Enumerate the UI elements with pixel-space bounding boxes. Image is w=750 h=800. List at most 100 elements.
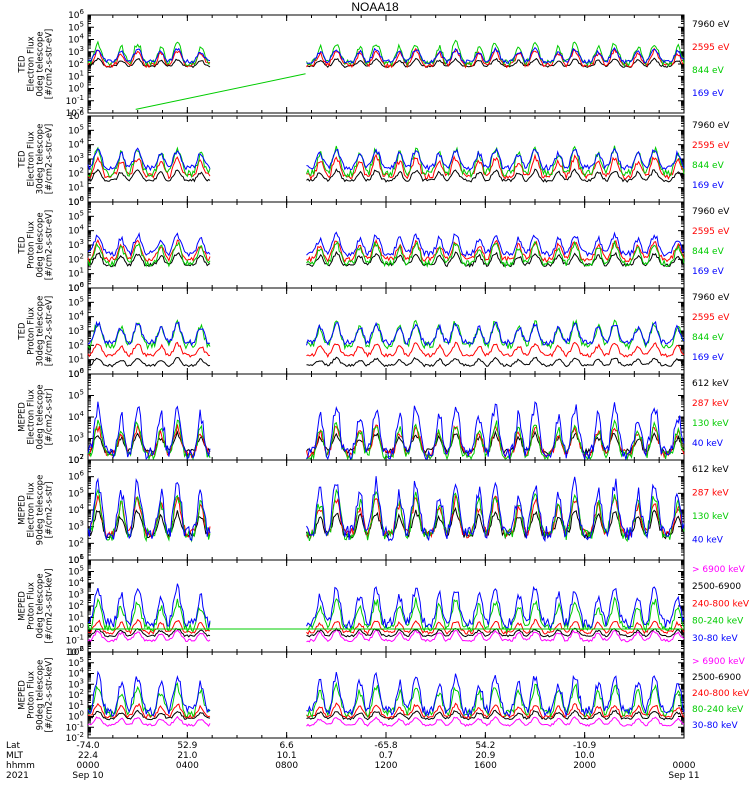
series-line [87,494,685,539]
legend-entry: 240-800 keV [692,689,750,699]
series-line [87,240,685,269]
panel-frame [87,373,685,461]
gap-interpolation-line [135,73,306,110]
y-axis-label: Electron Flux [27,131,37,186]
time-tick-label: 0000 [77,761,100,771]
series-line [87,341,685,358]
y-axis-label: MEPED [18,680,28,710]
y-tick-label: 106 [68,195,84,208]
series-line [87,583,685,630]
y-tick-label: 104 [68,33,84,46]
y-tick-label: 102 [68,338,84,351]
y-axis-label: MEPED [18,402,28,432]
y-tick-label: 104 [68,503,84,516]
series-line [87,356,685,368]
series-line [87,238,685,264]
y-tick-label: 103 [68,520,84,533]
legend-entry: 169 eV [692,181,725,191]
y-tick-label: 102 [68,57,84,70]
time-tick-label: 54.2 [475,741,495,751]
y-axis-label: MEPED [18,591,28,621]
series-line [87,709,685,721]
legend-entry: 30-80 keV [692,721,738,731]
y-axis-label: [#/cm2-s-str] [45,389,55,446]
y-axis-label: TED [18,55,28,74]
series-line [87,670,685,718]
time-tick-label: 21.0 [177,751,197,761]
legend-entry: > 6900 keV [692,657,746,667]
y-axis-label: 30deg telescope [36,124,46,195]
legend-entry: 2500-6900 [692,673,741,683]
y-axis-label: [#/cm2-s-str-eV] [45,296,55,366]
y-axis-label: 90deg telescope [36,660,46,731]
y-tick-label: 102 [68,536,84,549]
time-tick-label: 1200 [375,761,398,771]
y-axis-label: TED [18,150,28,169]
time-tick-label: 0.7 [379,751,393,761]
y-tick-label: 105 [68,295,84,308]
legend-entry: 40 keV [692,439,724,449]
time-row-label: MLT [6,751,24,761]
legend-entry: 7960 eV [692,293,730,303]
time-tick-label: 52.9 [177,741,197,751]
y-axis-label: Proton Flux [27,307,37,355]
legend-entry: 169 eV [692,353,725,363]
y-tick-label: 106 [68,367,84,380]
y-tick-label: 101 [68,267,84,280]
legend-entry: 844 eV [692,333,725,343]
legend-entry: 287 keV [692,489,729,499]
y-axis-label: [#/cm2-s-str-keV] [45,658,55,733]
y-tick-label: 101 [68,69,84,82]
y-tick-label: 101 [68,181,84,194]
y-tick-label: 105 [68,486,84,499]
time-row-label: 2021 [6,771,29,781]
legend-entry: 169 eV [692,89,725,99]
panel-frame [87,115,685,203]
y-axis-label: Electron Flux [27,482,37,537]
y-axis-label: Electron Flux [27,389,37,444]
y-tick-label: 102 [68,252,84,265]
y-tick-label: 10-1 [66,94,84,107]
y-axis-label: TED [18,236,28,255]
legend-entry: 130 keV [692,512,729,522]
y-tick-label: 105 [68,123,84,136]
y-axis-label: 0deg telescope [36,212,46,277]
legend-entry: 844 eV [692,66,725,76]
y-tick-label: 107 [68,453,84,466]
legend-entry: 240-800 keV [692,599,750,609]
y-axis-label: 0deg telescope [36,31,46,96]
time-tick-label: 0800 [275,761,298,771]
y-tick-label: 103 [68,324,84,337]
legend-entry: 844 eV [692,161,725,171]
y-tick-label: 105 [68,389,84,402]
legend-entry: 169 eV [692,267,725,277]
y-axis-label: 30deg telescope [36,296,46,367]
y-tick-label: 104 [68,138,84,151]
y-tick-label: 104 [68,410,84,423]
series-line [87,715,685,728]
time-tick-label: 10.1 [277,751,297,761]
legend-entry: 40 keV [692,536,724,546]
y-axis-label: Proton Flux [27,221,37,269]
y-axis-label: TED [18,322,28,341]
legend-entry: 2595 eV [692,313,730,323]
y-axis-label: Proton Flux [27,671,37,719]
y-axis-label: 0deg telescope [36,573,46,638]
legend-entry: 7960 eV [692,20,730,30]
time-tick-label: 0000 [673,761,696,771]
y-axis-label: Electron Flux [27,36,37,91]
series-line [87,629,685,643]
y-tick-label: 102 [68,166,84,179]
series-line [87,145,685,179]
time-tick-label: -74.0 [76,741,100,751]
series-line [87,320,685,347]
y-tick-label: 103 [68,432,84,445]
y-tick-label: 106 [68,8,84,21]
legend-entry: 2595 eV [692,141,730,151]
y-axis-label: [#/cm2-s-str-keV] [45,569,55,644]
y-tick-label: 101 [68,353,84,366]
legend-entry: 612 keV [692,465,729,475]
legend-entry: 2595 eV [692,227,730,237]
y-axis-label: MEPED [18,495,28,525]
